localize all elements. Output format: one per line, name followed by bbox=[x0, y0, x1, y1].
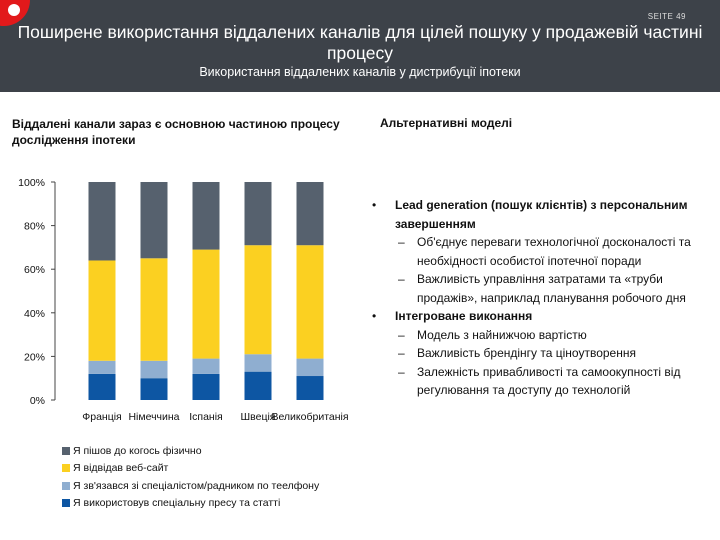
page-number: SEITE 49 bbox=[647, 12, 686, 21]
stacked-bar-chart: 0% 20% 40% 60% 80% 100% Франція Німеччина Іспані… bbox=[18, 177, 348, 423]
legend-item: Я пішов до когось фізично bbox=[62, 442, 319, 460]
bar-segment bbox=[140, 182, 168, 259]
bar-segment bbox=[244, 371, 272, 400]
y-tick-label: 0% bbox=[30, 395, 45, 407]
dash-marker: – bbox=[398, 346, 405, 360]
sub-bullet: – Важливість брендінгу та ціноутворення bbox=[395, 344, 702, 363]
dash-marker: – bbox=[398, 327, 405, 342]
sub-bullet-text: Важливість управління затратами та «труб… bbox=[417, 272, 686, 305]
bar-segment bbox=[296, 245, 324, 359]
sub-bullet: – Залежність привабливості та самоокупнос… bbox=[395, 363, 702, 400]
bar-segment bbox=[88, 182, 116, 261]
sub-bullet: – Об'єднує переваги технологічної доскона… bbox=[395, 233, 702, 270]
dash-marker: – bbox=[398, 364, 405, 379]
slide-title: Поширене використання віддалених каналів… bbox=[17, 22, 703, 63]
bar-segment bbox=[140, 378, 168, 400]
slide-subtitle: Використання віддалених каналів у дистри… bbox=[199, 65, 521, 79]
bullet-item: • Інтегроване виконання – Модель з найнижчо… bbox=[372, 307, 702, 400]
legend-label: Я використовув спеціальну пресу та статт… bbox=[73, 497, 281, 510]
y-tick-label: 60% bbox=[24, 264, 45, 276]
bar-segment bbox=[192, 249, 220, 359]
chart-heading: Віддалені канали зараз є основною частин… bbox=[12, 117, 340, 147]
legend-item: Я відвідав веб-сайт bbox=[62, 460, 319, 478]
x-category-label: Швеція bbox=[241, 411, 276, 423]
bullet-title: Lead generation (пошук клієнтів) з персо… bbox=[395, 198, 688, 231]
legend-label: Я відвідав веб-сайт bbox=[73, 462, 169, 475]
legend-swatch bbox=[62, 464, 70, 473]
y-tick-label: 100% bbox=[18, 177, 45, 189]
legend-swatch bbox=[62, 499, 70, 508]
bar-segment bbox=[140, 258, 168, 361]
sub-bullet-text: Важливість брендінгу та ціноутворення bbox=[417, 346, 636, 360]
sub-bullet-text: Об'єднує переваги технологічної досконал… bbox=[417, 235, 691, 268]
legend-swatch bbox=[62, 481, 70, 490]
logo-icon bbox=[0, 0, 30, 26]
x-category-label: Великобританія bbox=[271, 411, 348, 423]
y-tick-label: 40% bbox=[24, 308, 45, 320]
bar-segment bbox=[244, 245, 272, 355]
x-category-label: Іспанія bbox=[189, 411, 223, 423]
y-tick-label: 80% bbox=[24, 221, 45, 233]
dash-marker: – bbox=[398, 272, 405, 286]
sub-bullet: – Модель з найнижчою вартістю bbox=[395, 326, 702, 345]
legend-swatch bbox=[62, 446, 70, 455]
bullet-title: Інтегроване виконання bbox=[395, 309, 533, 323]
bar-segment bbox=[192, 358, 220, 374]
alternatives-list: • Lead generation (пошук клієнтів) з перс… bbox=[372, 196, 702, 400]
bar-segment bbox=[88, 373, 116, 400]
legend-item: Я зв'язався зі спеціалістом/радником по … bbox=[62, 477, 319, 495]
bar-segment bbox=[192, 182, 220, 250]
bar-segment bbox=[88, 360, 116, 374]
bar-segment bbox=[192, 373, 220, 400]
bar-segment bbox=[88, 260, 116, 361]
legend-label: Я зв'язався зі спеціалістом/радником по … bbox=[73, 479, 320, 492]
sub-bullet: – Важливість управління затратами та «тру… bbox=[395, 270, 702, 307]
legend-item: Я використовув спеціальну пресу та статт… bbox=[62, 495, 319, 513]
bullet-marker: • bbox=[372, 198, 377, 212]
bar-segment bbox=[244, 354, 272, 372]
bullet-marker: • bbox=[372, 309, 377, 323]
x-category-label: Німеччина bbox=[128, 411, 179, 423]
bar-segment bbox=[244, 182, 272, 246]
sub-bullet-text: Залежність привабливості та самоокупност… bbox=[417, 364, 681, 398]
header-bar: SEITE 49 Поширене використання віддалени… bbox=[0, 0, 720, 92]
bar-segment bbox=[296, 182, 324, 246]
legend-label: Я пішов до когось фізично bbox=[73, 444, 202, 457]
bar-segment bbox=[140, 360, 168, 379]
y-tick-label: 20% bbox=[24, 351, 45, 363]
sub-bullet-text: Модель з найнижчою вартістю bbox=[417, 327, 587, 342]
dash-marker: – bbox=[398, 235, 405, 249]
x-category-label: Франція bbox=[82, 411, 122, 423]
alternatives-heading: Альтернативні моделі bbox=[380, 116, 513, 130]
bar-segment bbox=[296, 358, 324, 377]
bullet-item: • Lead generation (пошук клієнтів) з перс… bbox=[372, 196, 702, 307]
chart-legend: Я пішов до когось фізично Я відвідав веб-… bbox=[62, 442, 319, 512]
bar-segment bbox=[296, 376, 324, 400]
